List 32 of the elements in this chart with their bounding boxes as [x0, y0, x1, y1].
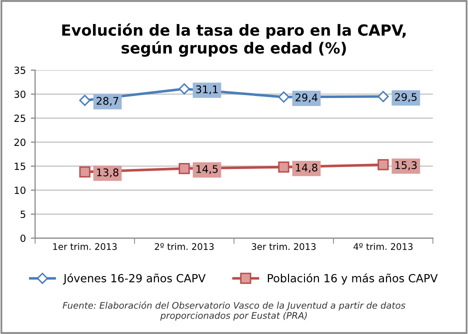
- data-label: 13,8: [97, 168, 118, 178]
- x-tick-label: 3er trim. 2013: [252, 243, 316, 250]
- point: [178, 162, 190, 174]
- data-label: 28,7: [96, 96, 118, 106]
- y-tick-label: 25: [14, 114, 26, 122]
- y-tick-label: 5: [20, 210, 26, 218]
- source-note: Fuente: Elaboración del Observatorio Vasco de la Juventud a partir de datos proporcionados por Eustat (PRA): [62, 301, 406, 321]
- chart-title: Evolución de la tasa de paro en la CAPV, según grupos de edad (%): [62, 23, 406, 57]
- data-label: 14,8: [296, 164, 318, 173]
- y-tick-label: 10: [14, 186, 26, 194]
- data-label: 15,3: [395, 161, 417, 170]
- point: [378, 90, 389, 102]
- legend-label: Población 16 y más años CAPV: [268, 273, 438, 285]
- x-tick-label: 1er trim. 2013: [53, 243, 117, 250]
- y-tick-label: 15: [14, 162, 26, 170]
- legend-label: Jóvenes 16-29 años CAPV: [62, 273, 206, 284]
- y-tick-label: 0: [20, 234, 26, 242]
- x-tick-label: 2º trim. 2013: [154, 243, 214, 250]
- data-label: 29,4: [296, 94, 318, 102]
- point: [278, 162, 290, 173]
- point: [278, 91, 290, 103]
- y-tick-label: 30: [14, 90, 26, 98]
- data-label: 14,5: [196, 165, 218, 174]
- point: [79, 166, 90, 178]
- data-label: 31,1: [196, 85, 218, 94]
- x-tick-label: 4º trim. 2013: [354, 243, 413, 250]
- point: [378, 159, 389, 170]
- point: [178, 83, 190, 94]
- data-label: 29,5: [395, 93, 417, 102]
- point: [79, 94, 90, 106]
- y-tick-label: 35: [14, 66, 26, 74]
- y-tick-label: 20: [14, 138, 26, 146]
